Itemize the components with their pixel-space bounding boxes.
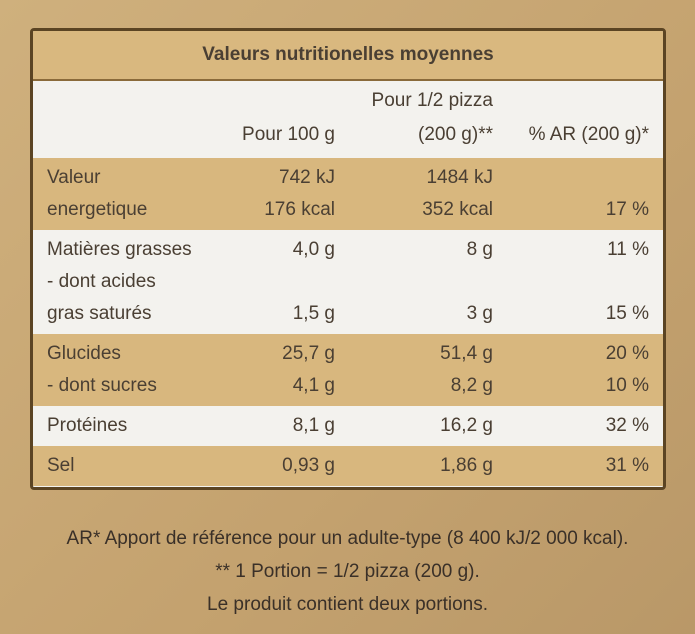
row-label: energetique [47,199,148,220]
table-row-group: Glucides 25,7 g 51,4 g 20 % - dont sucres 4,1… [33,334,663,406]
footnote: Le produit contient deux portions. [207,594,488,615]
table-row-group: Matières grasses 4,0 g 8 g 11 % - dont acide… [33,230,663,334]
table-row: Sel 0,93 g 1,86 g 31 % [33,450,663,482]
table-row: - dont sucres 4,1 g 8,2 g 10 % [33,370,663,402]
table-row: Protéines 8,1 g 16,2 g 32 % [33,410,663,442]
cell-value: 742 kJ [279,167,335,188]
cell-value: 31 % [605,455,649,476]
column-header: % AR (200 g)* [528,124,649,145]
cell-value: 1484 kJ [426,167,493,188]
table-title: Valeurs nutritionelles moyennes [33,31,663,81]
cell-value: 8 g [466,239,493,260]
footnotes: AR* Apport de référence pour un adulte-t… [0,522,695,621]
footnote: AR* Apport de référence pour un adulte-t… [66,528,629,549]
table-row: gras saturés 1,5 g 3 g 15 % [33,298,663,330]
cell-value: 1,86 g [440,455,493,476]
cell-value: 352 kcal [422,199,493,220]
cell-value: 3 g [466,303,493,324]
row-label: Matières grasses [47,239,192,260]
column-header: Pour 100 g [242,124,335,145]
cell-value: 32 % [605,415,649,436]
row-label: Protéines [47,415,128,436]
table-row: - dont acides [33,266,663,298]
column-header: Pour 1/2 pizza [371,90,493,111]
cell-value: 8,2 g [450,375,493,396]
table-row: energetique 176 kcal 352 kcal 17 % [33,194,663,226]
cell-value: 25,7 g [282,343,335,364]
table-row-group: Valeur 742 kJ 1484 kJ energetique 176 kcal 35… [33,158,663,230]
table-row: Matières grasses 4,0 g 8 g 11 % [33,234,663,266]
row-label: - dont acides [47,271,156,292]
row-label: Sel [47,455,75,476]
nutrition-table: Valeurs nutritionelles moyennes Pour 100… [30,28,666,490]
table-row-group: Protéines 8,1 g 16,2 g 32 % [33,406,663,446]
cell-value: 10 % [605,375,649,396]
cell-value: 4,1 g [292,375,335,396]
cell-value: 0,93 g [282,455,335,476]
row-label: - dont sucres [47,375,157,396]
table-row: Valeur 742 kJ 1484 kJ [33,162,663,194]
cell-value: 4,0 g [292,239,335,260]
table-row-group: Sel 0,93 g 1,86 g 31 % [33,446,663,486]
row-label: Valeur [47,167,101,188]
table-header: Pour 100 g Pour 1/2 pizza (200 g)** % AR (2… [33,81,663,158]
cell-value: 8,1 g [292,415,335,436]
cell-value: 15 % [605,303,649,324]
footnote: ** 1 Portion = 1/2 pizza (200 g). [215,561,480,582]
cell-value: 51,4 g [440,343,493,364]
table-row: Glucides 25,7 g 51,4 g 20 % [33,338,663,370]
cell-value: 1,5 g [292,303,335,324]
row-label: gras saturés [47,303,152,324]
cell-value: 16,2 g [440,415,493,436]
column-header: (200 g)** [418,124,493,145]
row-label: Glucides [47,343,121,364]
cell-value: 11 % [607,239,649,260]
table-body: Valeur 742 kJ 1484 kJ energetique 176 kcal 35… [33,158,663,486]
cell-value: 17 % [605,199,649,220]
cell-value: 176 kcal [264,199,335,220]
cell-value: 20 % [605,343,649,364]
